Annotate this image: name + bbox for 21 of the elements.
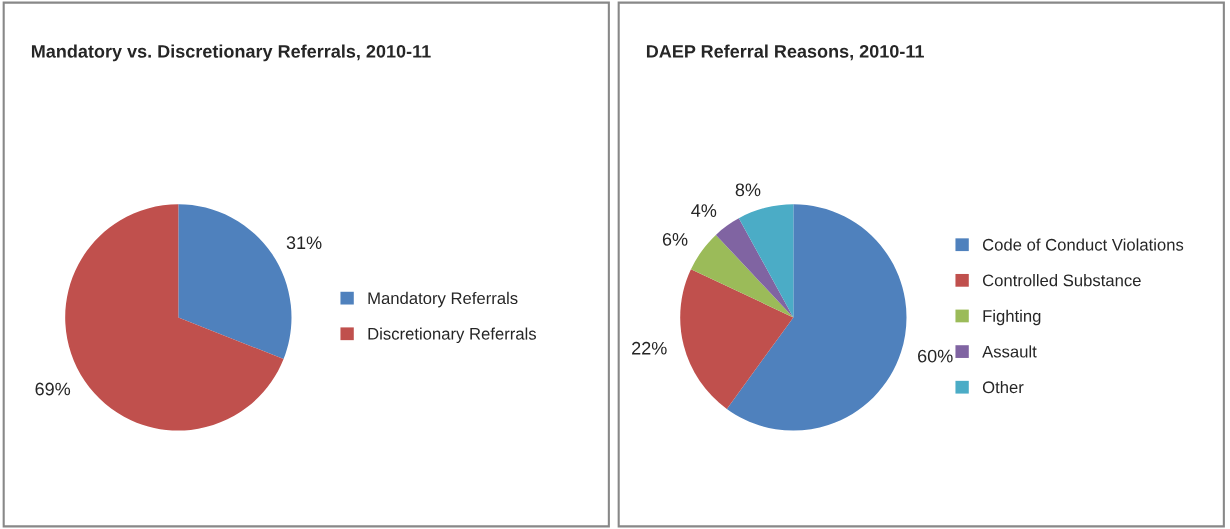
pie-slice [726,204,907,431]
legend-label: Assault [982,345,1037,358]
pie-slice [680,269,794,409]
chart-title: Mandatory vs. Discretionary Referrals, 2010-11 [31,44,431,62]
legend-label: Discretionary Referrals [368,327,537,344]
legend-label: Fighting [983,309,1041,326]
data-label: 22% [632,341,667,355]
data-label: 4% [691,204,717,217]
data-label: 69% [35,382,71,396]
data-label: 6% [662,232,688,246]
legend-label: Code of Conduct Violations [982,238,1184,251]
chart-title: DAEP Referral Reasons, 2010-11 [646,44,924,61]
data-label: 8% [735,183,761,197]
legend-label: Other [982,380,1024,394]
pie-slice [738,204,794,318]
pie-slice [715,218,794,318]
data-label: 31% [286,236,322,250]
pie-slice [690,234,794,318]
data-label: 60% [918,349,953,363]
legend-label: Mandatory Referrals [368,291,518,308]
legend-label: Controlled Substance [982,274,1141,287]
